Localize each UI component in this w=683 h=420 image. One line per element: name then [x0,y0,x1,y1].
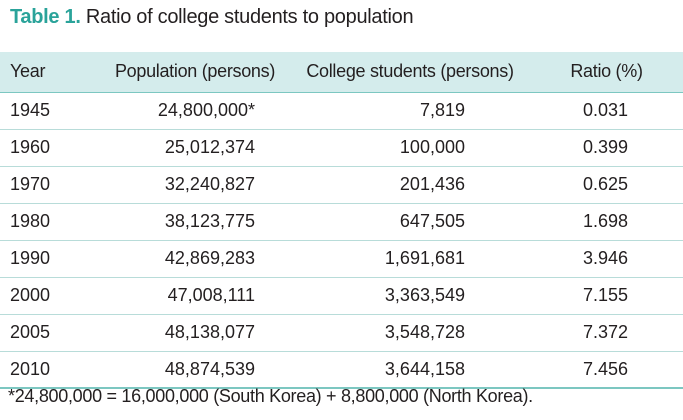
cell-population: 48,138,077 [164,322,255,342]
cell-population: 48,874,539 [164,358,255,379]
table-row: 1990 42,869,283 1,691,681 3.946 [0,240,683,277]
header-college-students: College students (persons) [306,61,514,82]
cell-year: 2010 [10,358,51,379]
cell-ratio: 7.155 [582,285,628,305]
header-ratio: Ratio (%) [570,61,643,82]
cell-year: 1960 [10,137,51,157]
cell-population: 42,869,283 [164,248,255,268]
cell-college-students: 7,819 [419,100,465,120]
cell-college-students: 3,548,728 [384,322,465,342]
table-footnote: *24,800,000 = 16,000,000 (South Korea) +… [8,386,533,406]
cell-ratio: 1.698 [582,211,628,231]
header-row: Year Population (persons) College studen… [0,52,683,92]
data-table-container: Year Population (persons) College studen… [0,52,683,389]
table-header: Year Population (persons) College studen… [0,52,683,92]
table-row: 1980 38,123,775 647,505 1.698 [0,203,683,240]
data-table: Year Population (persons) College studen… [0,52,683,389]
table-row: 2010 48,874,539 3,644,158 7.456 [0,351,683,388]
cell-year: 2005 [10,322,51,342]
cell-population: 38,123,775 [164,211,255,231]
cell-college-students: 647,505 [399,211,465,231]
cell-college-students: 3,644,158 [384,358,465,379]
cell-population: 32,240,827 [164,174,255,194]
cell-year: 1970 [10,174,51,194]
cell-year: 1945 [10,100,51,120]
cell-year: 1980 [10,211,51,231]
cell-population: 25,012,374 [164,137,255,157]
cell-year: 1990 [10,248,51,268]
table-row: 2005 48,138,077 3,548,728 7.372 [0,314,683,351]
table-label: Table 1. [10,6,81,28]
cell-college-students: 201,436 [399,174,465,194]
table-row: 2000 47,008,111 3,363,549 7.155 [0,277,683,314]
cell-ratio: 0.031 [582,100,628,120]
table-body: 1945 24,800,000* 7,819 0.031 1960 25,012… [0,92,683,388]
table-row: 1945 24,800,000* 7,819 0.031 [0,92,683,129]
cell-population: 24,800,000* [157,100,255,120]
table-row: 1970 32,240,827 201,436 0.625 [0,166,683,203]
cell-ratio: 7.372 [582,322,628,342]
cell-population: 47,008,111 [167,285,255,305]
cell-year: 2000 [10,285,51,305]
cell-ratio: 0.399 [582,137,628,157]
header-population: Population (persons) [114,61,276,82]
table-row: 1960 25,012,374 100,000 0.399 [0,129,683,166]
cell-ratio: 7.456 [582,358,628,379]
cell-college-students: 1,691,681 [384,248,465,268]
cell-ratio: 0.625 [582,174,628,194]
table-title: Table 1. Ratio of college students to po… [10,6,414,29]
header-year: Year [10,61,46,82]
cell-college-students: 100,000 [399,137,465,157]
cell-college-students: 3,363,549 [384,285,465,305]
table-title-text: Ratio of college students to population [85,6,414,28]
cell-ratio: 3.946 [582,248,628,268]
